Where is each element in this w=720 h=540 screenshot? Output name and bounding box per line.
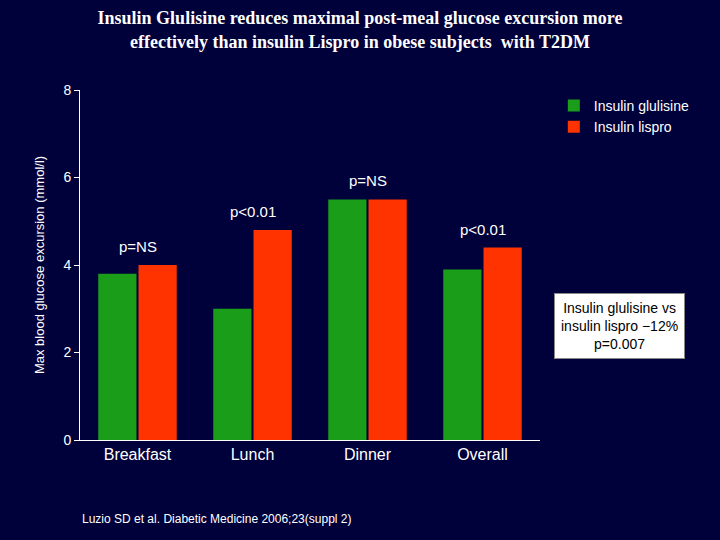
svg-text:p=NS: p=NS [349,172,387,189]
svg-text:Breakfast: Breakfast [104,446,172,463]
svg-text:8: 8 [63,82,71,98]
svg-text:Dinner: Dinner [344,446,392,463]
svg-text:4: 4 [63,257,71,273]
svg-text:2: 2 [63,344,71,360]
svg-text:Insulin Glulisine reduces maxi: Insulin Glulisine reduces maximal post-m… [98,8,623,51]
svg-text:6: 6 [63,169,71,185]
svg-text:p<0.01: p<0.01 [460,221,506,238]
svg-text:Overall: Overall [457,446,508,463]
svg-text:Luzio SD et al. Diabetic Medic: Luzio SD et al. Diabetic Medicine 2006;2… [82,512,351,526]
svg-text:Lunch: Lunch [231,446,275,463]
svg-text:Insulin glulisine: Insulin glulisine [594,98,689,114]
svg-text:p=NS: p=NS [119,238,157,255]
svg-text:0: 0 [63,432,71,448]
svg-text:p<0.01: p<0.01 [230,203,276,220]
svg-text:Insulin lispro: Insulin lispro [594,119,672,135]
svg-text:Insulin glulisine vsinsulin li: Insulin glulisine vsinsulin lispro −12%p… [561,300,678,352]
svg-text:Max blood glucose excursion (m: Max blood glucose excursion (mmol/l) [32,156,47,374]
